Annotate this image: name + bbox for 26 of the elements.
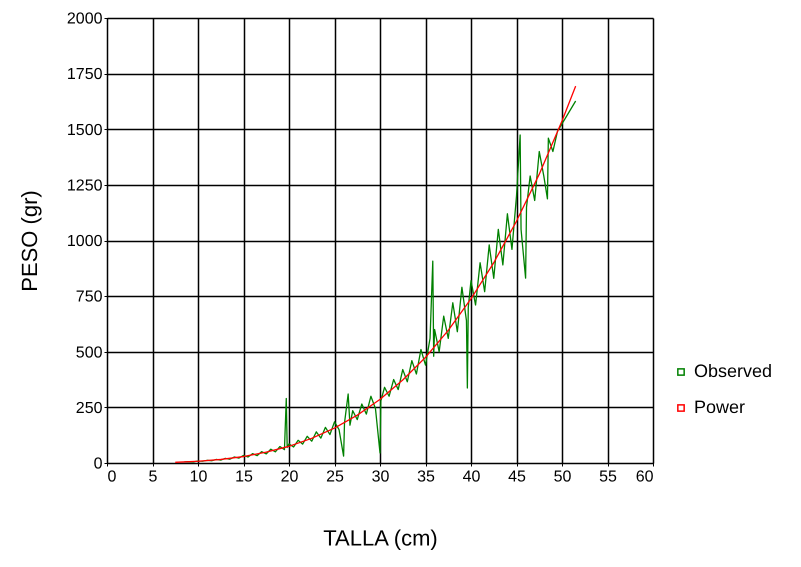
x-tick-label: 5 xyxy=(148,468,158,486)
x-tick-label: 50 xyxy=(554,468,572,486)
y-tick-label: 1750 xyxy=(66,66,103,84)
x-tick-label: 0 xyxy=(108,468,116,486)
x-tick-label: 20 xyxy=(280,468,298,486)
legend-label: Observed xyxy=(694,361,772,381)
y-tick-label: 250 xyxy=(76,400,103,417)
y-tick-label: 500 xyxy=(76,344,103,362)
x-tick-label: 15 xyxy=(235,468,253,486)
y-tick-label: 1250 xyxy=(66,177,103,194)
y-tick-label: 1000 xyxy=(66,233,103,250)
x-tick-label: 30 xyxy=(372,468,390,486)
x-tick-label: 55 xyxy=(599,468,617,486)
x-tick-label: 25 xyxy=(326,468,344,486)
x-tick-label: 60 xyxy=(636,468,654,486)
legend-label: Power xyxy=(694,397,746,417)
x-tick-label: 40 xyxy=(462,468,480,486)
x-tick-label: 45 xyxy=(508,468,526,486)
y-tick-label: 1500 xyxy=(66,122,103,139)
x-axis-title: TALLA (cm) xyxy=(323,526,438,550)
x-tick-label: 35 xyxy=(417,468,435,486)
y-axis-title: PESO (gr) xyxy=(16,190,42,292)
y-tick-label: 750 xyxy=(76,288,103,306)
y-tick-label: 0 xyxy=(94,456,103,472)
y-tick-label: 2000 xyxy=(66,10,103,28)
x-tick-label: 10 xyxy=(190,468,208,486)
